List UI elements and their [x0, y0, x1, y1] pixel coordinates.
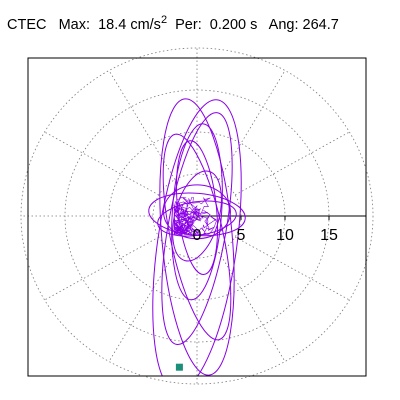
max-unit: cm/s [130, 17, 161, 33]
grid-spoke [108, 70, 176, 180]
period-unit: s [250, 17, 258, 33]
grid-spoke [44, 236, 160, 301]
motion-trace [148, 98, 246, 376]
trace-orbit [162, 133, 232, 341]
grid-spoke [218, 70, 286, 180]
trace-jitter [173, 197, 218, 236]
radial-tick-label: 10 [276, 227, 294, 244]
trace-orbit [159, 98, 235, 376]
radial-tick-label: 15 [320, 227, 338, 244]
trace-orbit [157, 200, 237, 237]
plot-frame [27, 57, 367, 377]
grid-spoke [108, 252, 176, 362]
grid-spoke [44, 131, 160, 196]
angle-value: 264.7 [302, 17, 339, 33]
max-value: 18.4 [98, 17, 127, 33]
radial-tick-label: 0 [193, 227, 202, 244]
trace-orbit [163, 184, 231, 240]
trace-orbit [152, 99, 242, 376]
end-marker [175, 363, 183, 371]
grid-spoke [234, 236, 350, 301]
radial-tick-labels: 0 5 10 15 [193, 227, 338, 244]
trace-orbit [172, 170, 222, 262]
station-code: CTEC [7, 17, 47, 33]
max-unit-exponent: 2 [160, 14, 168, 26]
radial-tick-label: 5 [237, 227, 246, 244]
record-header: CTEC Max: 18.4 cm/s2 Per: 0.200 s Ang: 2… [7, 14, 339, 34]
trace-orbit [171, 123, 223, 301]
period-label: Per: [175, 17, 202, 33]
axes [196, 215, 366, 220]
grid-spoke [234, 131, 350, 196]
end-marker-layer [175, 363, 183, 371]
max-label: Max: [58, 17, 90, 33]
grid-ring [20, 47, 374, 385]
angle-label: Ang: [268, 17, 299, 33]
period-value: 0.200 [209, 17, 247, 33]
grid-spoke [218, 252, 286, 362]
